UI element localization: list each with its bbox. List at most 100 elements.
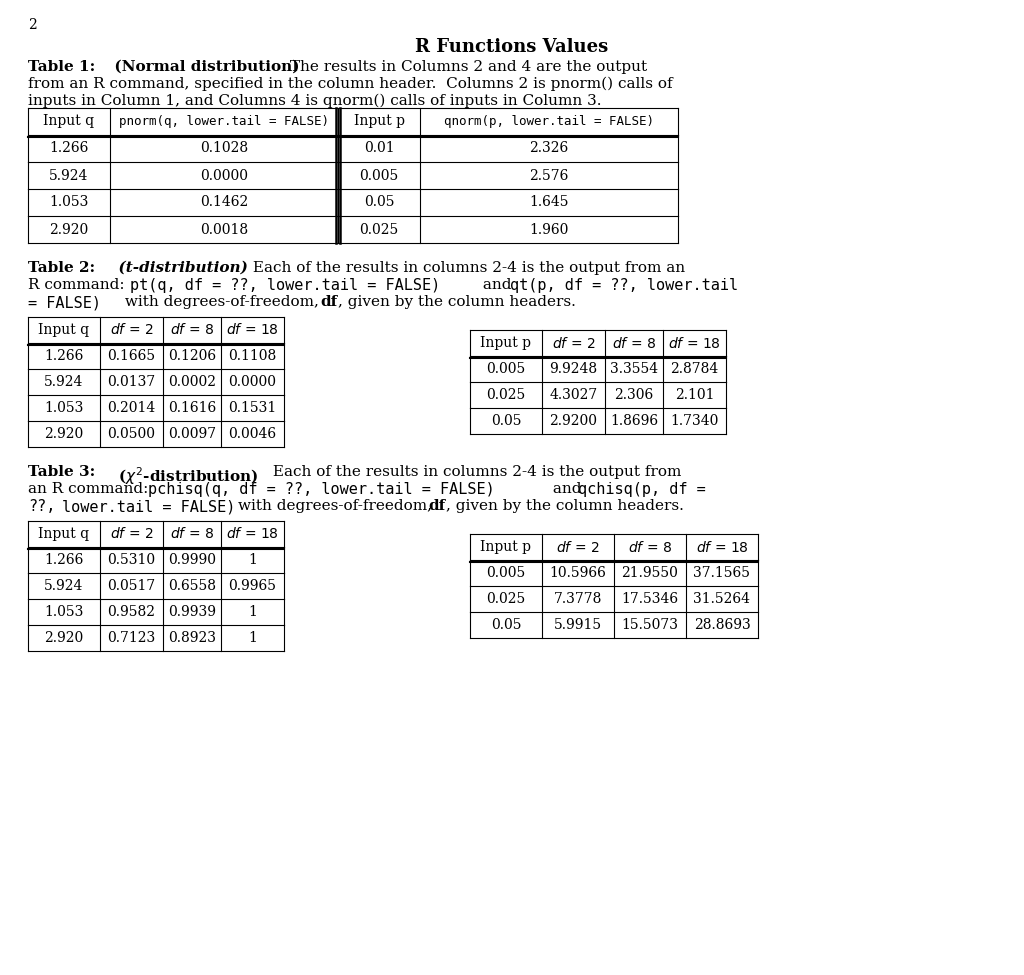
- Text: 0.0517: 0.0517: [108, 579, 156, 593]
- Text: Input q: Input q: [39, 527, 89, 541]
- Text: 0.1616: 0.1616: [168, 401, 216, 415]
- Text: an R command:: an R command:: [28, 482, 154, 496]
- Text: 0.025: 0.025: [486, 592, 525, 606]
- Text: 0.8923: 0.8923: [168, 631, 216, 645]
- Text: (t-distribution): (t-distribution): [108, 261, 248, 275]
- Text: inputs in Column 1, and Columns 4 is qnorm() calls of inputs in Column 3.: inputs in Column 1, and Columns 4 is qno…: [28, 94, 601, 108]
- Text: 1.8696: 1.8696: [610, 414, 658, 428]
- Text: 0.005: 0.005: [359, 169, 398, 182]
- Text: $\mathit{df}$ = 8: $\mathit{df}$ = 8: [628, 539, 672, 555]
- Text: df: df: [428, 499, 445, 513]
- Text: 0.1028: 0.1028: [200, 141, 248, 155]
- Text: 0.05: 0.05: [364, 196, 394, 210]
- Text: 1.053: 1.053: [44, 401, 84, 415]
- Text: 1: 1: [248, 631, 257, 645]
- Text: 1.645: 1.645: [529, 196, 568, 210]
- Text: ??,: ??,: [28, 499, 55, 514]
- Text: 2.326: 2.326: [529, 141, 568, 155]
- Text: 2.9200: 2.9200: [550, 414, 597, 428]
- Text: Input p: Input p: [353, 114, 404, 129]
- Text: Input q: Input q: [39, 323, 89, 337]
- Text: Each of the results in columns 2-4 is the output from an: Each of the results in columns 2-4 is th…: [248, 261, 685, 275]
- Text: qchisq(p, df =: qchisq(p, df =: [578, 482, 706, 497]
- Text: , given by the column headers.: , given by the column headers.: [446, 499, 684, 513]
- Text: Each of the results in columns 2-4 is the output from: Each of the results in columns 2-4 is th…: [268, 465, 681, 479]
- Text: 0.005: 0.005: [486, 362, 525, 376]
- Text: Input p: Input p: [480, 336, 531, 350]
- Text: Table 1:: Table 1:: [28, 60, 95, 74]
- Text: 2.920: 2.920: [49, 222, 89, 237]
- Text: 3.3554: 3.3554: [610, 362, 658, 376]
- Text: 5.924: 5.924: [49, 169, 89, 182]
- Text: 2.576: 2.576: [529, 169, 568, 182]
- Text: 1: 1: [248, 605, 257, 619]
- Text: 31.5264: 31.5264: [693, 592, 751, 606]
- Text: 0.9582: 0.9582: [108, 605, 156, 619]
- Text: 2.920: 2.920: [44, 631, 84, 645]
- Text: 0.0046: 0.0046: [228, 427, 276, 441]
- Text: 0.005: 0.005: [486, 566, 525, 580]
- Text: 1.266: 1.266: [44, 349, 84, 363]
- Text: qt(p, df = ??, lower.tail: qt(p, df = ??, lower.tail: [510, 278, 738, 293]
- Text: Input p: Input p: [480, 540, 531, 554]
- Text: 9.9248: 9.9248: [550, 362, 598, 376]
- Text: 5.924: 5.924: [44, 375, 84, 389]
- Text: $\mathit{df}$ = 2: $\mathit{df}$ = 2: [110, 526, 154, 541]
- Text: 0.9990: 0.9990: [168, 553, 216, 567]
- Text: 0.7123: 0.7123: [108, 631, 156, 645]
- Text: 0.1206: 0.1206: [168, 349, 216, 363]
- Text: 0.0097: 0.0097: [168, 427, 216, 441]
- Text: 0.0000: 0.0000: [228, 375, 276, 389]
- Text: 10.5966: 10.5966: [550, 566, 606, 580]
- Text: 5.924: 5.924: [44, 579, 84, 593]
- Text: 37.1565: 37.1565: [693, 566, 751, 580]
- Text: pnorm(q, lower.tail = FALSE): pnorm(q, lower.tail = FALSE): [119, 115, 329, 128]
- Text: 15.5073: 15.5073: [622, 618, 679, 632]
- Text: 0.0000: 0.0000: [200, 169, 248, 182]
- Text: Input q: Input q: [43, 114, 94, 129]
- Text: 7.3778: 7.3778: [554, 592, 602, 606]
- Text: df: df: [319, 295, 337, 309]
- Text: $\mathit{df}$ = 18: $\mathit{df}$ = 18: [668, 335, 721, 350]
- Text: 21.9550: 21.9550: [622, 566, 679, 580]
- Text: 0.6558: 0.6558: [168, 579, 216, 593]
- Text: $\mathit{df}$ = 2: $\mathit{df}$ = 2: [552, 335, 595, 350]
- Text: with degrees-of-freedom,: with degrees-of-freedom,: [238, 499, 437, 513]
- Text: (Normal distribution): (Normal distribution): [104, 60, 299, 74]
- Text: $\mathit{df}$ = 2: $\mathit{df}$ = 2: [556, 539, 600, 555]
- Text: $\mathit{df}$ = 18: $\mathit{df}$ = 18: [695, 539, 749, 555]
- Text: 2: 2: [28, 18, 37, 32]
- Text: , given by the column headers.: , given by the column headers.: [338, 295, 575, 309]
- Text: 0.025: 0.025: [486, 388, 525, 402]
- Text: $\mathit{df}$ = 18: $\mathit{df}$ = 18: [226, 323, 279, 337]
- Text: pchisq(q, df = ??, lower.tail = FALSE): pchisq(q, df = ??, lower.tail = FALSE): [148, 482, 495, 497]
- Text: 0.0002: 0.0002: [168, 375, 216, 389]
- Text: 1: 1: [248, 553, 257, 567]
- Text: and: and: [478, 278, 516, 292]
- Text: $\mathit{df}$ = 8: $\mathit{df}$ = 8: [612, 335, 656, 350]
- Text: 5.9915: 5.9915: [554, 618, 602, 632]
- Text: 0.01: 0.01: [364, 141, 394, 155]
- Text: The results in Columns 2 and 4 are the output: The results in Columns 2 and 4 are the o…: [285, 60, 647, 74]
- Text: $\mathit{df}$ = 18: $\mathit{df}$ = 18: [226, 526, 279, 541]
- Text: 2.8784: 2.8784: [671, 362, 719, 376]
- Text: 1.266: 1.266: [49, 141, 89, 155]
- Text: ($\chi^2$-distribution): ($\chi^2$-distribution): [108, 465, 259, 487]
- Text: pt(q, df = ??, lower.tail = FALSE): pt(q, df = ??, lower.tail = FALSE): [130, 278, 440, 293]
- Text: 0.05: 0.05: [490, 618, 521, 632]
- Text: 0.1665: 0.1665: [108, 349, 156, 363]
- Text: 0.0500: 0.0500: [108, 427, 156, 441]
- Text: 1.266: 1.266: [44, 553, 84, 567]
- Text: 1.960: 1.960: [529, 222, 568, 237]
- Text: $\mathit{df}$ = 8: $\mathit{df}$ = 8: [170, 323, 214, 337]
- Text: 0.2014: 0.2014: [108, 401, 156, 415]
- Text: $\mathit{df}$ = 2: $\mathit{df}$ = 2: [110, 323, 154, 337]
- Text: qnorm(p, lower.tail = FALSE): qnorm(p, lower.tail = FALSE): [444, 115, 654, 128]
- Text: Table 2:: Table 2:: [28, 261, 95, 275]
- Text: 1.7340: 1.7340: [671, 414, 719, 428]
- Text: 17.5346: 17.5346: [622, 592, 679, 606]
- Text: 4.3027: 4.3027: [549, 388, 598, 402]
- Text: 0.9965: 0.9965: [228, 579, 276, 593]
- Text: 28.8693: 28.8693: [693, 618, 751, 632]
- Text: lower.tail = FALSE): lower.tail = FALSE): [62, 499, 236, 514]
